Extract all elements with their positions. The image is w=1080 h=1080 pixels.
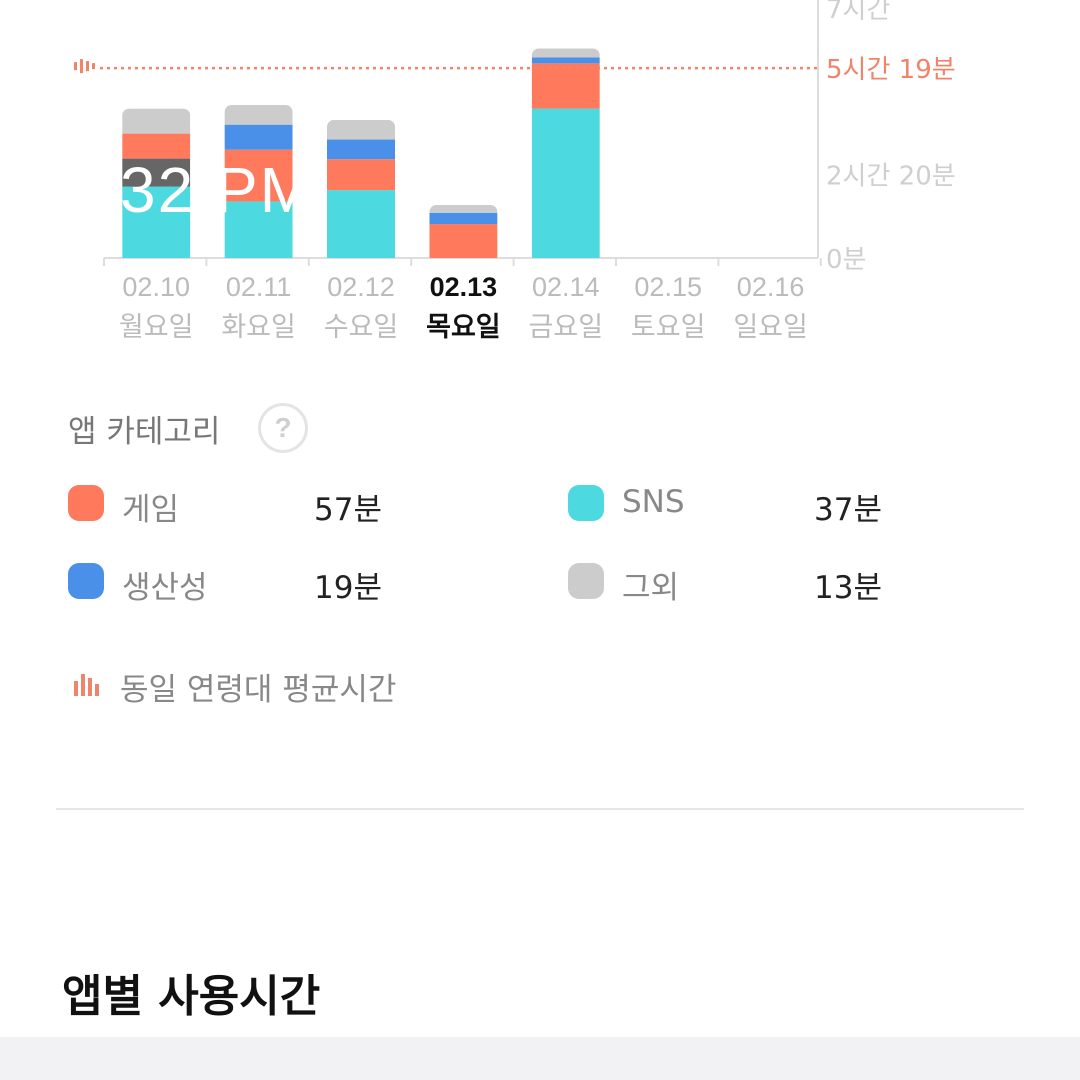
bar-segment	[429, 212, 498, 225]
bar-segment	[122, 108, 191, 134]
bar-segment	[122, 158, 191, 187]
bar-segment	[224, 149, 293, 202]
y-tick-label: 0분	[826, 245, 866, 275]
bar-segment	[224, 105, 293, 125]
section-divider	[56, 808, 1024, 810]
other-color-dot	[568, 563, 604, 599]
bar-segment	[122, 186, 191, 258]
bar-group-02.14	[531, 48, 600, 258]
x-tick-date: 02.14	[532, 272, 600, 302]
legend-label: 생산성	[122, 570, 208, 606]
bar-segment	[327, 139, 395, 160]
average-marker-bar	[86, 61, 89, 72]
y-tick-label: 2시간 20분	[826, 162, 956, 192]
bar-group-02.13	[429, 205, 498, 258]
average-legend-label: 동일 연령대 평균시간	[120, 672, 397, 708]
productivity-color-dot	[68, 563, 104, 599]
bar-segment	[224, 124, 293, 150]
legend-label: 그외	[622, 570, 680, 606]
x-tick-date: 02.16	[737, 272, 805, 302]
bar-segment	[327, 190, 395, 258]
x-tick-weekday: 일요일	[733, 312, 808, 343]
x-tick-date: 02.10	[122, 272, 190, 302]
x-tick-weekday: 수요일	[324, 312, 399, 343]
x-tick-weekday: 금요일	[529, 312, 604, 343]
y-tick-label: 7시간	[826, 0, 890, 25]
bar-segment	[327, 159, 395, 191]
bar-segment	[531, 57, 600, 64]
bar-segment	[327, 119, 395, 140]
app-category-title: 앱 카테고리	[68, 414, 221, 450]
x-tick-weekday: 토요일	[631, 312, 706, 343]
x-tick-weekday: 목요일	[426, 312, 501, 343]
x-tick-weekday: 화요일	[221, 312, 296, 343]
average-marker-bar	[80, 59, 83, 74]
legend-value: 57분	[314, 492, 382, 528]
bar-segment	[122, 133, 191, 159]
time-overlay-text: 32 PM	[120, 154, 315, 226]
x-tick-date: 02.13	[430, 272, 498, 302]
bar-segment	[429, 224, 498, 258]
weekly-usage-chart: 5시간 19분 0분 2시간 20분 7시간 02.10 월요일 02.11 화요일 02.12…	[74, 0, 956, 343]
x-tick-weekday: 월요일	[119, 312, 194, 343]
app-usage-title: 앱별 사용시간	[62, 971, 321, 1022]
average-marker-bar	[74, 62, 77, 71]
x-tick-date: 02.15	[634, 272, 702, 302]
x-tick-date: 02.12	[327, 272, 395, 302]
bar-segment	[531, 63, 600, 109]
average-label: 5시간 19분	[826, 55, 956, 85]
bar-segment	[531, 108, 600, 258]
legend-value: 19분	[314, 570, 382, 606]
bar-chart-icon	[74, 674, 99, 696]
bar-group-02.11	[224, 105, 293, 258]
legend-label: SNS	[622, 484, 685, 520]
app-list-area	[0, 1037, 1080, 1080]
legend-value: 37분	[814, 492, 882, 528]
bar-segment	[224, 201, 293, 258]
average-marker-bar	[92, 63, 95, 70]
bar-group-02.12	[327, 119, 395, 258]
bar-group-02.10	[122, 108, 191, 258]
legend-label: 게임	[122, 492, 180, 528]
game-color-dot	[68, 485, 104, 521]
bar-segment	[531, 48, 600, 58]
bar-segment	[429, 205, 498, 213]
sns-color-dot	[568, 485, 604, 521]
legend-value: 13분	[814, 570, 882, 606]
question-circle-icon[interactable]: ?	[258, 403, 308, 453]
x-tick-date: 02.11	[226, 272, 292, 302]
